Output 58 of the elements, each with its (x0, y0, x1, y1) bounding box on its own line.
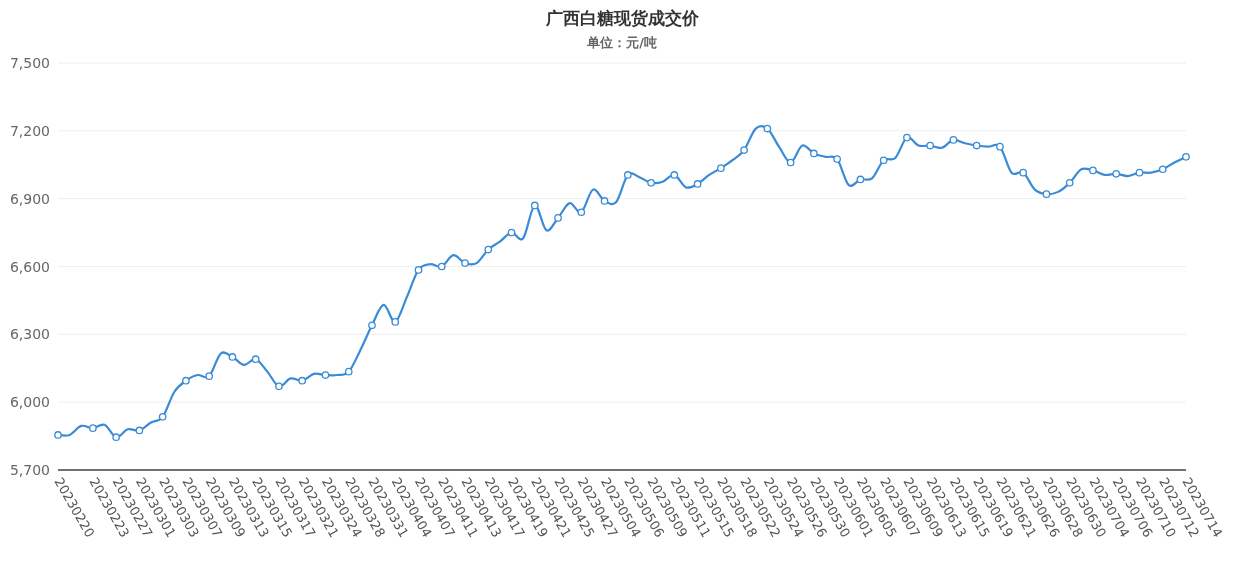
point (926, 141, 935, 150)
point (879, 156, 888, 165)
point (833, 155, 841, 163)
point (1042, 190, 1051, 198)
point (135, 426, 144, 435)
point (112, 433, 120, 442)
chart-title: 广西白糖现货成交价 (544, 8, 700, 28)
point (530, 201, 539, 210)
y-tick-label: 6,600 (9, 258, 50, 275)
point (275, 382, 283, 391)
point (251, 355, 260, 364)
point (623, 171, 632, 179)
point (856, 175, 865, 184)
y-tick-label: 7,200 (9, 122, 50, 139)
point (54, 431, 62, 439)
point (717, 164, 725, 172)
point (600, 197, 609, 205)
y-tick-label: 7,500 (9, 55, 50, 71)
point (693, 180, 702, 188)
y-tick-label: 6,000 (9, 394, 50, 411)
point (1065, 178, 1074, 187)
point (740, 146, 748, 154)
y-tick-label: 6,900 (9, 190, 50, 207)
point (298, 376, 307, 385)
point (949, 136, 958, 144)
point (1019, 168, 1028, 177)
point (1112, 169, 1121, 178)
point (1182, 152, 1190, 161)
point (786, 158, 795, 167)
point (670, 171, 679, 179)
point (182, 376, 190, 385)
point (228, 353, 237, 361)
point (368, 321, 376, 330)
point (903, 133, 911, 142)
point (437, 262, 446, 271)
point (321, 371, 330, 379)
point (507, 228, 516, 237)
point (763, 124, 772, 133)
chart-subtitle: 单位：元/吨 (586, 35, 657, 50)
point (414, 266, 423, 274)
point (972, 141, 981, 150)
point (158, 413, 167, 421)
point (1135, 168, 1144, 177)
point (344, 367, 353, 376)
y-tick-label: 5,700 (9, 462, 50, 478)
point (205, 372, 214, 381)
point (810, 149, 818, 158)
point (391, 318, 400, 326)
point (1158, 165, 1167, 174)
point (484, 245, 493, 254)
y-tick-label: 6,300 (9, 326, 50, 343)
point (554, 214, 562, 222)
point (647, 178, 655, 187)
point (577, 208, 586, 217)
point (1089, 166, 1097, 175)
point (461, 259, 469, 267)
point (996, 142, 1004, 151)
point (89, 424, 97, 433)
